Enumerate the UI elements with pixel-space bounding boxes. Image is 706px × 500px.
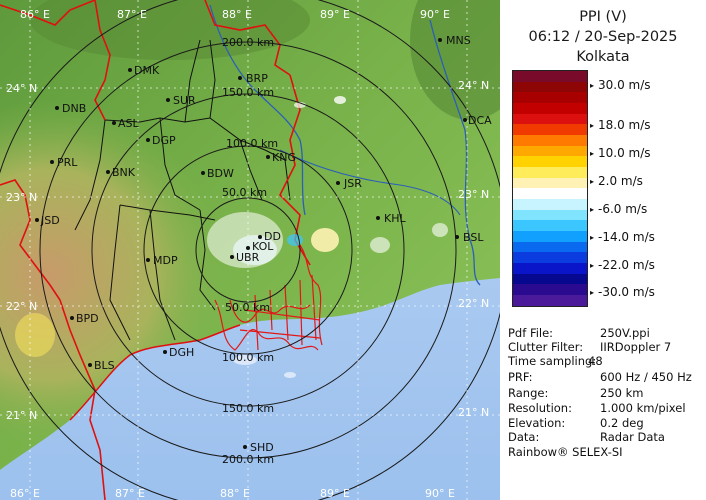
- city-label: UBR: [236, 251, 260, 264]
- color-scale-cell: [513, 188, 587, 200]
- lon-label-bottom: 89° E: [320, 487, 350, 500]
- color-scale-cell: [513, 209, 587, 221]
- city-label: JSR: [343, 177, 362, 190]
- lon-label-bottom: 87° E: [115, 487, 145, 500]
- city-label: MDP: [153, 254, 178, 267]
- legend-label: 2.0 m/s: [590, 174, 643, 188]
- city-label: KNG: [272, 151, 296, 164]
- lat-label-left: 21° N: [6, 409, 37, 422]
- city-label: DGH: [169, 346, 194, 359]
- lon-label-bottom: 90° E: [425, 487, 455, 500]
- range-label-north: 100.0 km: [226, 137, 278, 150]
- legend-label: -22.0 m/s: [590, 258, 655, 272]
- delta-channels: [214, 244, 323, 351]
- color-scale-cell: [513, 156, 587, 168]
- color-scale-cell: [513, 71, 587, 82]
- lon-label-top: 89° E: [320, 8, 350, 21]
- color-scale-cell: [513, 273, 587, 285]
- city-label: SUR: [173, 94, 196, 107]
- legend-label: -6.0 m/s: [590, 202, 647, 216]
- radar-echoes: [15, 96, 448, 378]
- city-label: DMK: [134, 64, 160, 77]
- city-label: DNB: [62, 102, 86, 115]
- city-label: DGP: [152, 134, 176, 147]
- radar-map: 86° E 87° E 88° E 89° E 90° E 86° E 87° …: [0, 0, 500, 500]
- lat-label-left: 23° N: [6, 191, 37, 204]
- city-label: BNK: [112, 166, 136, 179]
- city-label: BLS: [94, 359, 115, 372]
- range-label-south: 150.0 km: [222, 402, 274, 415]
- city-markers: [35, 38, 467, 449]
- color-scale-cell: [513, 241, 587, 253]
- river: [209, 4, 306, 216]
- city-label: BRP: [246, 72, 268, 85]
- river: [429, 19, 481, 286]
- color-scale-cell: [513, 167, 587, 178]
- legend-panel: PPI (V) 06:12 / 20-Sep-2025 Kolkata 30.0…: [500, 0, 706, 500]
- city-label: KOL: [252, 240, 274, 253]
- legend-label: 18.0 m/s: [590, 118, 651, 132]
- color-scale-cell: [513, 284, 587, 296]
- legend-label: 30.0 m/s: [590, 78, 651, 92]
- range-label-south: 200.0 km: [222, 453, 274, 466]
- color-scale-cell: [513, 145, 587, 157]
- city-label: MNS: [446, 34, 471, 47]
- lat-label-right: 21° N: [458, 406, 489, 419]
- city-label: BDW: [207, 167, 234, 180]
- lon-label-top: 90° E: [420, 8, 450, 21]
- legend-label: -14.0 m/s: [590, 230, 655, 244]
- color-scale-cell: [513, 199, 587, 210]
- river: [279, 149, 461, 216]
- lat-label-left: 22° N: [6, 300, 37, 313]
- north-hills: [30, 0, 310, 60]
- range-label-south: 50.0 km: [225, 301, 270, 314]
- color-scale-cell: [513, 177, 587, 189]
- coastline: [69, 324, 241, 421]
- lon-label-bottom: 86° E: [10, 487, 40, 500]
- software-credit: Rainbow® SELEX-SI: [508, 445, 623, 459]
- city-label: ASL: [118, 117, 140, 130]
- city-label: BSL: [463, 231, 484, 244]
- color-scale-cell: [513, 103, 587, 114]
- lon-label-top: 86° E: [20, 8, 50, 21]
- color-scale-cell: [513, 231, 587, 242]
- city-label: PRL: [57, 156, 78, 169]
- lat-label-right: 22° N: [458, 297, 489, 310]
- color-scale-cell: [513, 124, 587, 136]
- lat-label-right: 23° N: [458, 188, 489, 201]
- range-label-north: 50.0 km: [222, 186, 267, 199]
- city-label: DCA: [468, 114, 492, 127]
- legend-label: -30.0 m/s: [590, 285, 655, 299]
- color-scale-cell: [513, 135, 587, 146]
- city-label: KHL: [384, 212, 406, 225]
- color-scale-cell: [513, 295, 587, 306]
- color-scale-cell: [513, 263, 587, 274]
- range-label-north: 150.0 km: [222, 86, 274, 99]
- sea-area: [0, 278, 500, 500]
- color-scale-cell: [513, 252, 587, 264]
- color-scale-cell: [513, 113, 587, 125]
- color-scale-cell: [513, 92, 587, 104]
- lon-label-top: 88° E: [222, 8, 252, 21]
- color-scale-cell: [513, 81, 587, 93]
- range-label-south: 100.0 km: [222, 351, 274, 364]
- district-borders: [74, 39, 291, 341]
- lat-label-right: 24° N: [458, 79, 489, 92]
- city-label: DD: [264, 230, 281, 243]
- city-label: SHD: [250, 441, 274, 454]
- lon-label-top: 87° E: [117, 8, 147, 21]
- product-title: PPI (V): [579, 9, 627, 25]
- timestamp: 06:12 / 20-Sep-2025: [528, 29, 678, 45]
- city-label: JSD: [40, 214, 60, 227]
- lon-label-bottom: 88° E: [220, 487, 250, 500]
- legend-label: 10.0 m/s: [590, 146, 651, 160]
- city-label: BPD: [76, 312, 99, 325]
- color-scale-cell: [513, 220, 587, 232]
- station-name: Kolkata: [576, 49, 630, 65]
- lat-label-left: 24° N: [6, 82, 37, 95]
- color-scale: [512, 70, 588, 307]
- range-label-north: 200.0 km: [222, 36, 274, 49]
